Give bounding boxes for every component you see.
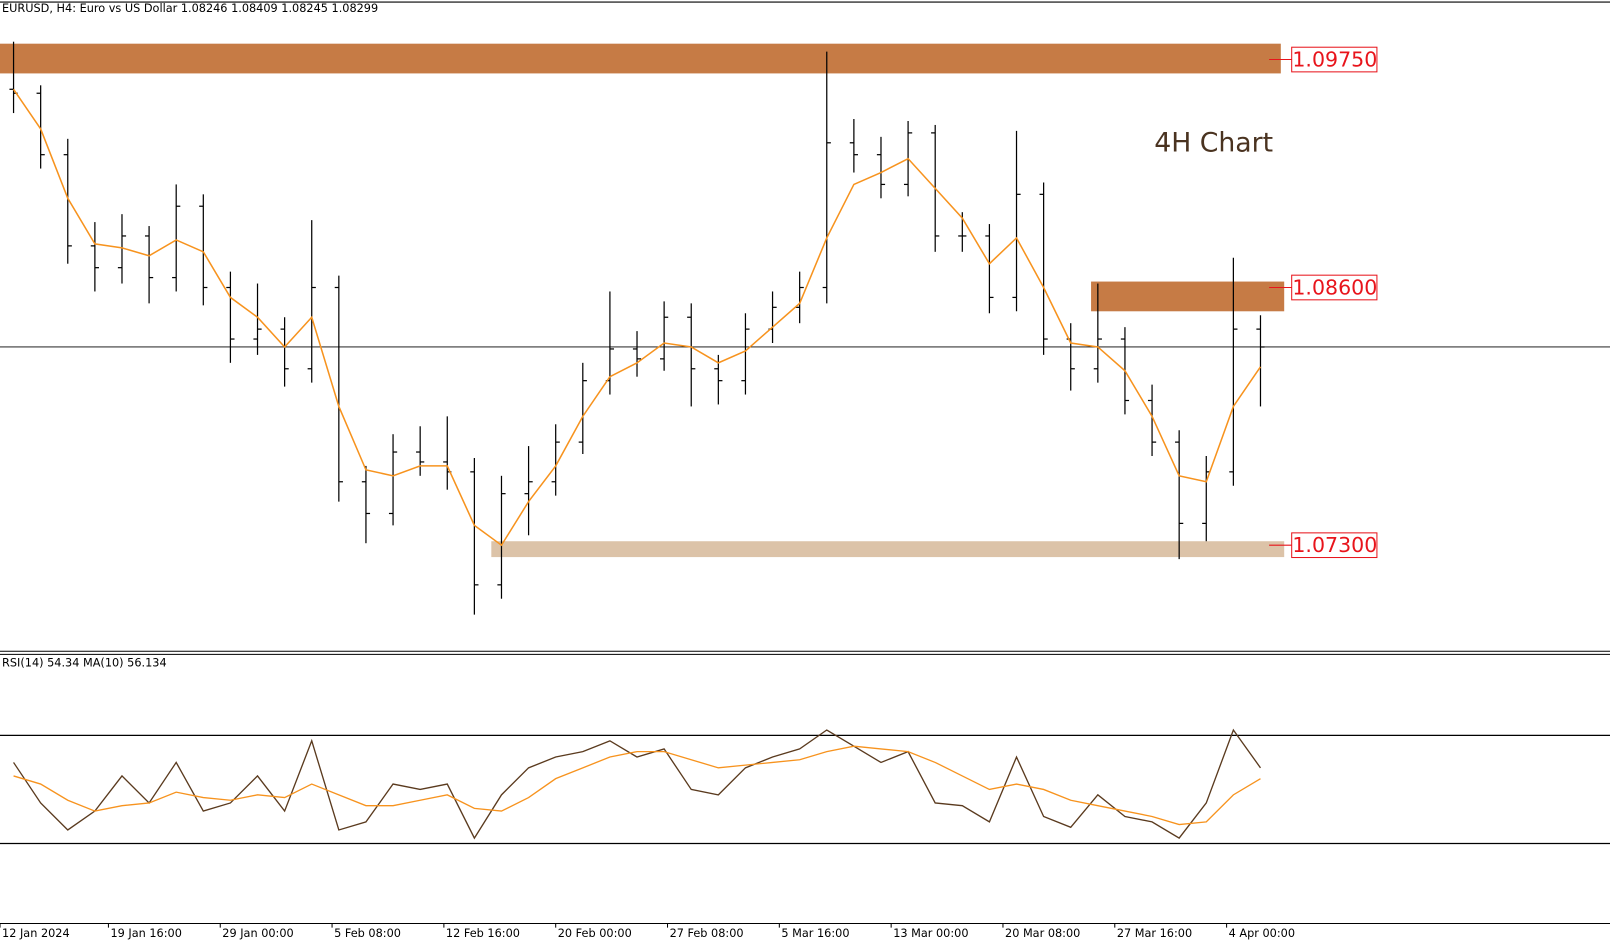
x-tick-label: 29 Jan 00:00: [222, 927, 293, 940]
indicator-title: RSI(14) 54.34 MA(10) 56.134: [2, 657, 167, 670]
level-label: 1.08600: [1292, 276, 1377, 300]
moving-average: [12, 88, 1262, 547]
level-label: 1.09750: [1292, 48, 1377, 72]
x-tick-label: 19 Jan 16:00: [110, 927, 181, 940]
annotation: 4H Chart: [1154, 127, 1273, 158]
level-label: 1.07300: [1292, 533, 1377, 557]
zone: [491, 541, 1285, 558]
rsi-ma-line: [13, 745, 1261, 826]
x-tick-label: 27 Feb 08:00: [670, 927, 744, 940]
x-tick-label: 13 Mar 00:00: [893, 927, 968, 940]
x-tick-label: 4 Apr 00:00: [1229, 927, 1295, 940]
x-tick-label: 5 Mar 16:00: [781, 927, 849, 940]
level-label-box: [1291, 46, 1378, 73]
zone: [0, 43, 1281, 74]
x-tick-label: 12 Jan 2024: [2, 927, 70, 940]
level-label-box: [1291, 274, 1378, 301]
x-tick-label: 27 Mar 16:00: [1117, 927, 1192, 940]
x-tick-label: 12 Feb 16:00: [446, 927, 520, 940]
level-label-box: [1291, 532, 1378, 559]
zone: [1091, 281, 1285, 312]
x-tick-label: 20 Mar 08:00: [1005, 927, 1080, 940]
x-tick-label: 20 Feb 00:00: [558, 927, 632, 940]
x-tick-label: 5 Feb 08:00: [334, 927, 401, 940]
rsi-line: [12, 728, 1262, 840]
chart-title: EURUSD, H4: Euro vs US Dollar 1.08246 1.…: [2, 2, 378, 15]
